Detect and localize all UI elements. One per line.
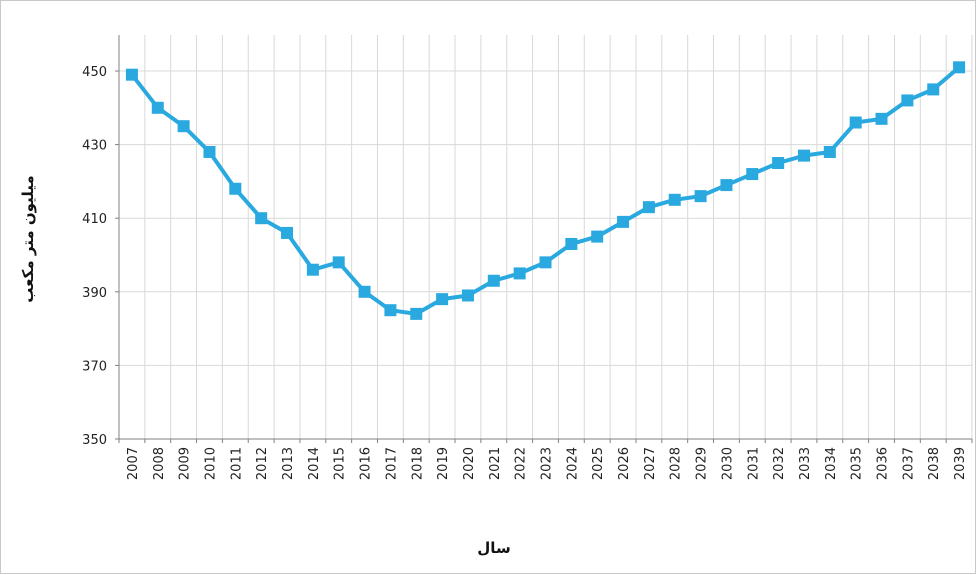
data-point-marker <box>332 256 345 269</box>
x-tick-label: 2013 <box>281 447 296 480</box>
label-layer: 350 370 390 410 430 450 2007 2008 2009 2010 2011 20… <box>82 65 968 480</box>
x-tick-label: 2012 <box>255 447 270 480</box>
x-tick-label: 2021 <box>488 447 503 480</box>
y-tick-label: 350 <box>82 433 107 448</box>
data-point-marker <box>384 304 397 317</box>
data-point-marker <box>306 263 319 276</box>
data-point-marker <box>849 116 862 129</box>
data-point-marker <box>125 68 138 81</box>
x-tick-label: 2007 <box>126 447 141 480</box>
data-point-marker <box>436 293 449 306</box>
x-tick-label: 2039 <box>953 447 968 480</box>
data-point-marker <box>642 201 655 214</box>
data-point-marker <box>281 226 294 239</box>
data-point-marker <box>565 237 578 250</box>
x-tick-label: 2017 <box>384 447 399 480</box>
y-tick-label: 430 <box>82 139 107 154</box>
x-tick-label: 2033 <box>798 447 813 480</box>
x-tick-label: 2019 <box>436 447 451 480</box>
series-layer <box>125 61 966 320</box>
x-tick-label: 2011 <box>229 447 244 480</box>
x-tick-label: 2035 <box>850 447 865 480</box>
x-tick-label: 2038 <box>927 447 942 480</box>
x-tick-label: 2031 <box>746 447 761 480</box>
series-line <box>130 65 961 316</box>
x-tick-label: 2008 <box>152 447 167 480</box>
data-point-marker <box>177 120 190 133</box>
data-point-marker <box>797 149 810 162</box>
data-point-marker <box>927 83 940 96</box>
data-point-marker <box>461 289 474 302</box>
x-tick-label: 2009 <box>178 447 193 480</box>
data-point-marker <box>539 256 552 269</box>
x-tick-label: 2022 <box>514 447 529 480</box>
x-tick-label: 2010 <box>203 447 218 480</box>
data-point-marker <box>875 112 888 125</box>
data-point-marker <box>720 179 733 192</box>
data-point-marker <box>617 215 630 228</box>
x-tick-label: 2026 <box>617 447 632 480</box>
x-tick-label: 2028 <box>669 447 684 480</box>
data-point-marker <box>151 101 164 114</box>
y-tick-label: 370 <box>82 359 107 374</box>
x-tick-label: 2014 <box>307 447 322 480</box>
data-point-marker <box>746 168 759 181</box>
data-point-marker <box>953 61 966 74</box>
y-tick-label: 390 <box>82 286 107 301</box>
x-tick-label: 2037 <box>901 447 916 480</box>
data-point-marker <box>410 307 423 320</box>
data-point-marker <box>229 182 242 195</box>
data-point-marker <box>203 145 216 158</box>
x-tick-label: 2023 <box>540 447 555 480</box>
data-point-marker <box>591 230 604 243</box>
x-tick-label: 2036 <box>876 447 891 480</box>
x-tick-label: 2018 <box>410 447 425 480</box>
x-tick-label: 2024 <box>565 447 580 480</box>
x-tick-label: 2030 <box>720 447 735 480</box>
y-tick-label: 450 <box>82 65 107 80</box>
y-tick-label: 410 <box>82 212 107 227</box>
axis-layer <box>115 35 973 443</box>
x-tick-label: 2027 <box>643 447 658 480</box>
x-tick-label: 2016 <box>359 447 374 480</box>
y-axis-title: میلیون متر مکعب <box>19 175 37 302</box>
grid-layer <box>118 35 973 439</box>
data-point-marker <box>668 193 681 206</box>
x-tick-label: 2020 <box>462 447 477 480</box>
data-point-marker <box>823 145 836 158</box>
data-point-marker <box>901 94 914 107</box>
data-point-marker <box>513 267 526 280</box>
x-tick-label: 2034 <box>824 447 839 480</box>
data-point-marker <box>358 285 371 298</box>
data-point-marker <box>772 157 785 169</box>
data-point-marker <box>694 190 707 203</box>
x-axis-title: سال <box>477 539 510 557</box>
x-tick-label: 2032 <box>772 447 787 480</box>
x-tick-label: 2025 <box>591 447 606 480</box>
x-tick-label: 2029 <box>695 447 710 480</box>
data-point-marker <box>255 212 268 225</box>
data-point-marker <box>487 274 500 287</box>
x-tick-label: 2015 <box>333 447 348 480</box>
